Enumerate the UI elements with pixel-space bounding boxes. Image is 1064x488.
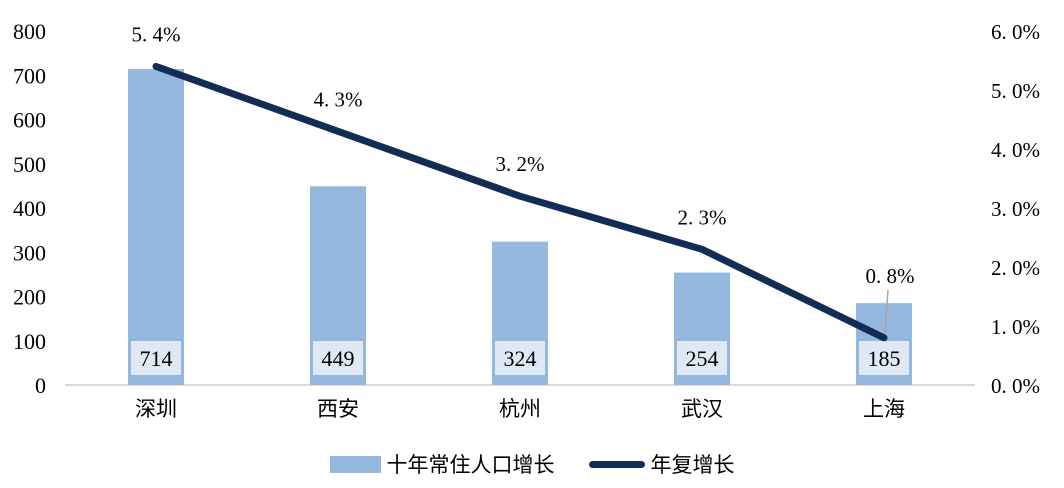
right-axis-tick-label: 2. 0% (991, 256, 1040, 280)
category-label: 上海 (863, 397, 905, 421)
legend-line-label: 年复增长 (650, 453, 735, 477)
bar (128, 69, 184, 386)
left-axis-tick-label: 800 (13, 19, 46, 44)
left-axis-tick-label: 0 (35, 373, 46, 398)
left-axis-tick-label: 700 (13, 63, 46, 88)
bar-value-label: 185 (868, 346, 901, 371)
leader-line (884, 289, 889, 334)
line-point-label: 2. 3% (678, 205, 727, 229)
bar-value-label-box (131, 341, 181, 375)
bar-value-label: 449 (322, 346, 355, 371)
bar-value-label: 324 (504, 346, 537, 371)
legend-item-population-bars: 十年常住人口增长 (329, 449, 555, 479)
category-label: 深圳 (135, 397, 177, 421)
legend-line-swatch (588, 460, 645, 468)
bar-value-label: 714 (140, 346, 173, 371)
right-axis-tick-label: 3. 0% (991, 197, 1040, 221)
legend-bar-swatch (329, 455, 381, 473)
category-label: 武汉 (681, 397, 723, 421)
left-axis-tick-label: 500 (13, 152, 46, 177)
right-axis-tick-label: 0. 0% (991, 374, 1040, 398)
bar-value-label-box (859, 341, 909, 375)
bar-value-label-box (313, 341, 363, 375)
right-axis-tick-label: 1. 0% (991, 315, 1040, 339)
bar-value-label: 254 (686, 346, 719, 371)
legend: 十年常住人口增长 年复增长 (0, 443, 1064, 485)
left-axis-tick-label: 200 (13, 285, 46, 310)
category-label: 杭州 (499, 397, 541, 421)
right-axis-tick-label: 5. 0% (991, 79, 1040, 103)
left-axis-tick-label: 100 (13, 329, 46, 354)
right-axis-tick-label: 4. 0% (991, 138, 1040, 162)
legend-bar-label: 十年常住人口增长 (386, 453, 555, 477)
left-axis-tick-label: 400 (13, 196, 46, 221)
bar-value-label-box (677, 341, 727, 375)
combo-chart-plot: 0 100 200 300 400 500 600 700 800 0. 0% 1. 0% 2. 0%… (13, 19, 1040, 421)
left-axis-tick-label: 600 (13, 108, 46, 133)
legend-item-growth-line: 年复增长 (588, 449, 735, 479)
category-label: 西安 (317, 397, 359, 421)
right-axis-tick-label: 6. 0% (991, 20, 1040, 44)
line-point-label: 0. 8% (866, 264, 915, 288)
line-point-label: 4. 3% (314, 87, 363, 111)
left-axis-tick-label: 300 (13, 240, 46, 265)
line-series (152, 62, 888, 342)
bar-value-label-box (495, 341, 545, 375)
line-point-label: 5. 4% (132, 22, 181, 46)
line-point-label: 3. 2% (496, 152, 545, 176)
